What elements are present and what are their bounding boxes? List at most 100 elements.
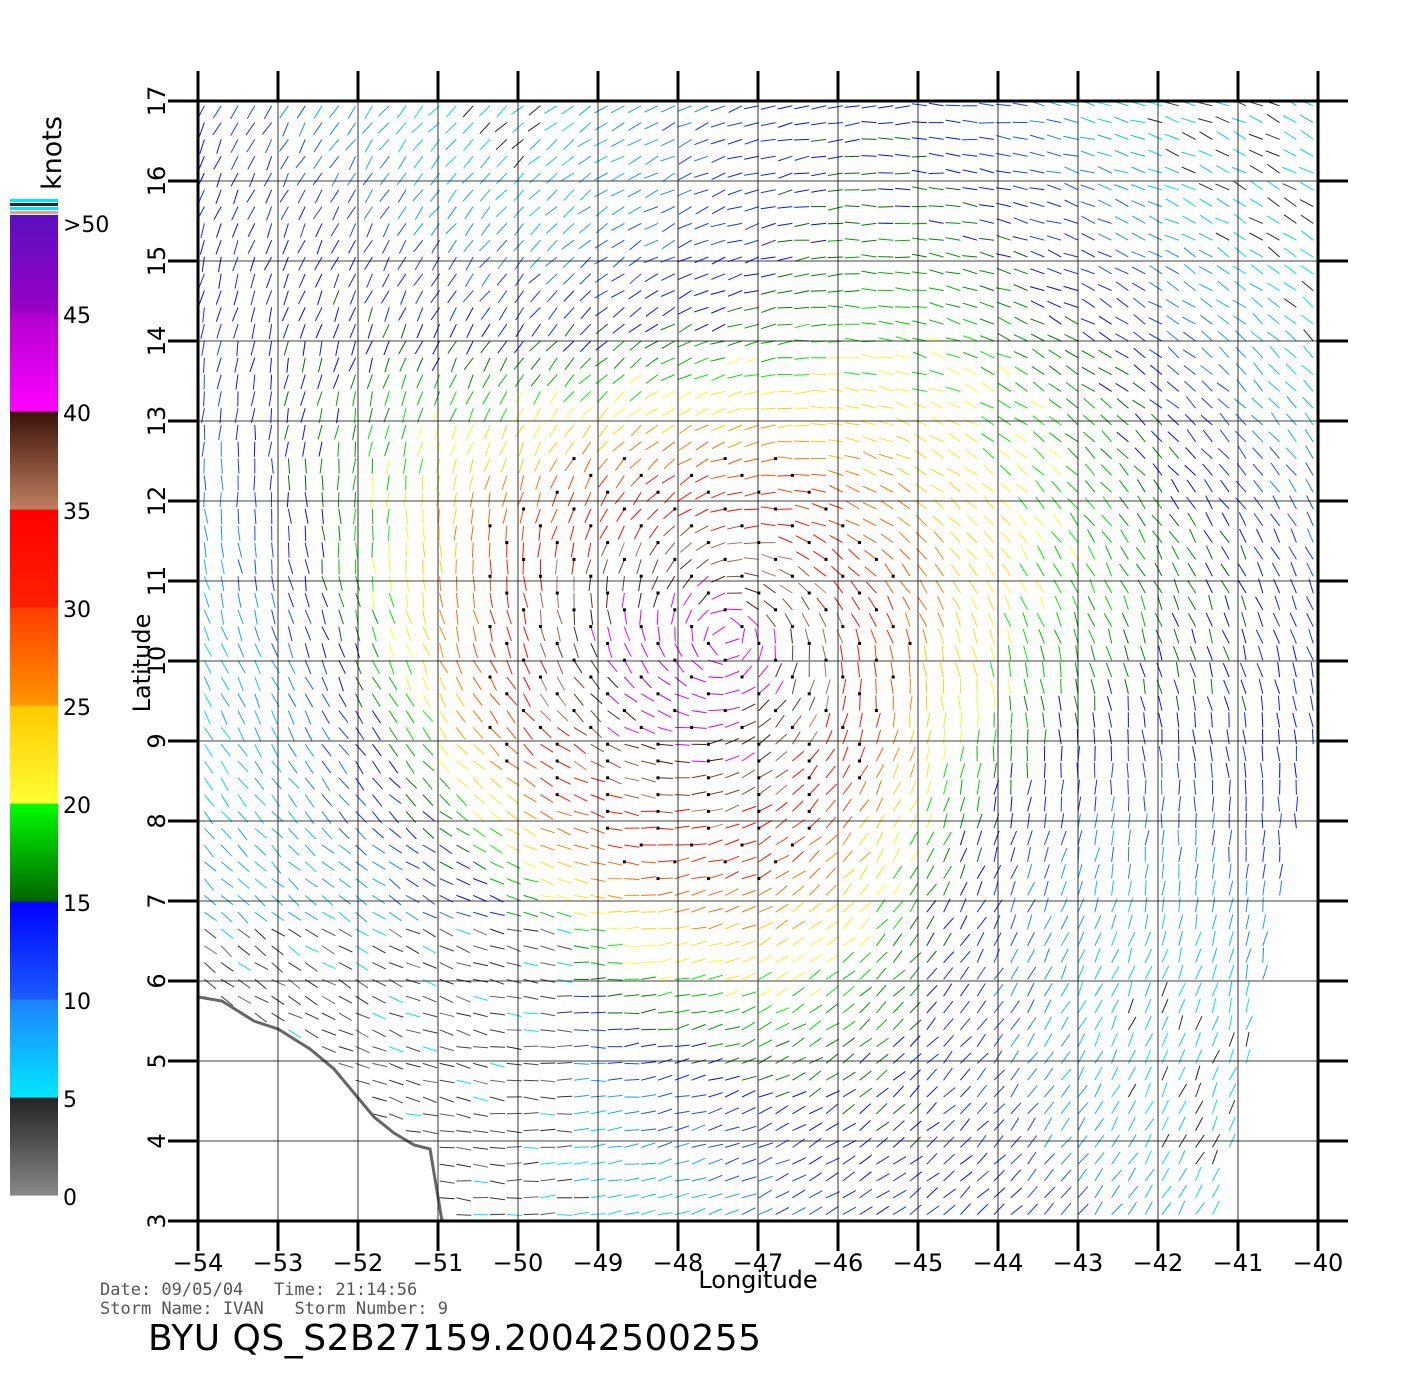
wind-vector bbox=[577, 138, 592, 147]
wind-vector bbox=[304, 542, 309, 558]
wind-vector bbox=[911, 121, 927, 124]
wind-vector bbox=[1288, 478, 1297, 493]
wind-vector bbox=[640, 659, 649, 674]
wind-vector bbox=[926, 712, 931, 728]
wind-vector bbox=[945, 187, 961, 191]
rain-flag-marker bbox=[858, 776, 862, 780]
wind-vector bbox=[842, 1020, 856, 1031]
wind-vector bbox=[284, 391, 289, 407]
wind-vector bbox=[557, 1145, 573, 1148]
wind-vector bbox=[220, 911, 233, 923]
wind-vector bbox=[1161, 846, 1165, 862]
wind-vector bbox=[1035, 530, 1045, 543]
wind-vector bbox=[624, 1062, 640, 1065]
wind-vector bbox=[875, 695, 877, 711]
wind-vector bbox=[725, 1209, 740, 1216]
wind-vector bbox=[367, 324, 373, 339]
wind-vector bbox=[1114, 184, 1129, 191]
wind-vector bbox=[506, 962, 522, 967]
wind-vector bbox=[1027, 982, 1035, 997]
rain-flag-marker bbox=[656, 641, 660, 645]
wind-vector bbox=[660, 138, 676, 147]
wind-vector bbox=[624, 1027, 640, 1031]
wind-vector bbox=[345, 139, 356, 151]
wind-vector bbox=[641, 1076, 656, 1081]
rain-flag-marker bbox=[622, 507, 626, 511]
wind-vector bbox=[1285, 464, 1297, 476]
wind-vector bbox=[623, 626, 630, 641]
wind-vector bbox=[363, 239, 373, 253]
wind-vector bbox=[691, 809, 707, 812]
wind-vector bbox=[761, 239, 776, 246]
wind-vector bbox=[1228, 931, 1234, 946]
wind-vector bbox=[657, 626, 661, 642]
wind-vector bbox=[304, 928, 319, 938]
wind-vector bbox=[876, 1103, 888, 1115]
wind-vector bbox=[996, 287, 1011, 292]
wind-vector bbox=[1143, 678, 1146, 694]
wind-vector bbox=[318, 441, 323, 457]
wind-vector bbox=[287, 676, 295, 691]
wind-vector bbox=[506, 794, 520, 805]
wind-vector bbox=[724, 888, 739, 896]
wind-vector bbox=[1233, 315, 1247, 325]
x-tick-label: −53 bbox=[253, 1249, 304, 1277]
wind-vector bbox=[657, 726, 673, 732]
wind-vector bbox=[744, 587, 759, 594]
wind-vector bbox=[895, 388, 911, 392]
wind-vector bbox=[220, 727, 231, 740]
wind-vector bbox=[993, 1154, 1007, 1165]
wind-vector bbox=[674, 1192, 690, 1199]
wind-vector bbox=[775, 1105, 789, 1115]
rain-flag-marker bbox=[790, 725, 794, 729]
wind-vector bbox=[547, 441, 558, 454]
wind-vector bbox=[405, 1130, 421, 1133]
wind-vector bbox=[1046, 151, 1062, 157]
wind-vector bbox=[725, 989, 740, 997]
wind-vector bbox=[641, 760, 656, 765]
wind-vector bbox=[976, 1018, 988, 1031]
wind-vector bbox=[657, 1010, 673, 1014]
wind-vector bbox=[859, 952, 872, 963]
wind-vector bbox=[331, 172, 340, 187]
wind-vector bbox=[758, 1142, 774, 1148]
wind-vector bbox=[332, 206, 340, 221]
wind-vector bbox=[741, 822, 757, 829]
wind-vector bbox=[691, 906, 706, 913]
wind-vector bbox=[794, 206, 810, 208]
rain-flag-marker bbox=[639, 843, 643, 847]
rain-flag-marker bbox=[723, 557, 727, 561]
rain-flag-marker bbox=[774, 860, 778, 864]
colorbar-tick-label: 40 bbox=[63, 402, 91, 427]
wind-vector bbox=[456, 1096, 471, 1102]
wind-vector bbox=[1306, 646, 1314, 661]
wind-vector bbox=[338, 928, 353, 937]
wind-vector bbox=[902, 596, 911, 611]
wind-vector bbox=[1043, 1117, 1053, 1131]
wind-vector bbox=[708, 758, 724, 762]
wind-vector bbox=[598, 424, 609, 438]
wind-vector bbox=[355, 643, 360, 659]
wind-vector bbox=[993, 1187, 1006, 1199]
wind-vector bbox=[845, 470, 860, 476]
y-tick-label: 13 bbox=[143, 406, 171, 437]
wind-vector bbox=[791, 662, 798, 678]
wind-vector bbox=[825, 1172, 839, 1182]
wind-vector bbox=[1195, 1015, 1203, 1031]
wind-vector bbox=[1087, 529, 1096, 543]
wind-vector bbox=[496, 223, 508, 235]
wind-vector bbox=[1167, 431, 1180, 443]
wind-vector bbox=[523, 945, 539, 950]
wind-vector bbox=[1127, 914, 1133, 930]
wind-vector bbox=[844, 138, 860, 143]
wind-vector bbox=[482, 374, 491, 388]
wind-vector bbox=[777, 474, 793, 477]
wind-vector bbox=[530, 357, 541, 370]
chart-title: BYU QS_S2B27159.20042500255 bbox=[148, 1318, 762, 1359]
wind-vector bbox=[640, 693, 655, 702]
wind-vector bbox=[1030, 268, 1045, 275]
wind-vector bbox=[594, 189, 608, 198]
wind-vector bbox=[644, 390, 659, 399]
rain-flag-marker bbox=[740, 843, 744, 847]
wind-vector bbox=[321, 643, 327, 659]
